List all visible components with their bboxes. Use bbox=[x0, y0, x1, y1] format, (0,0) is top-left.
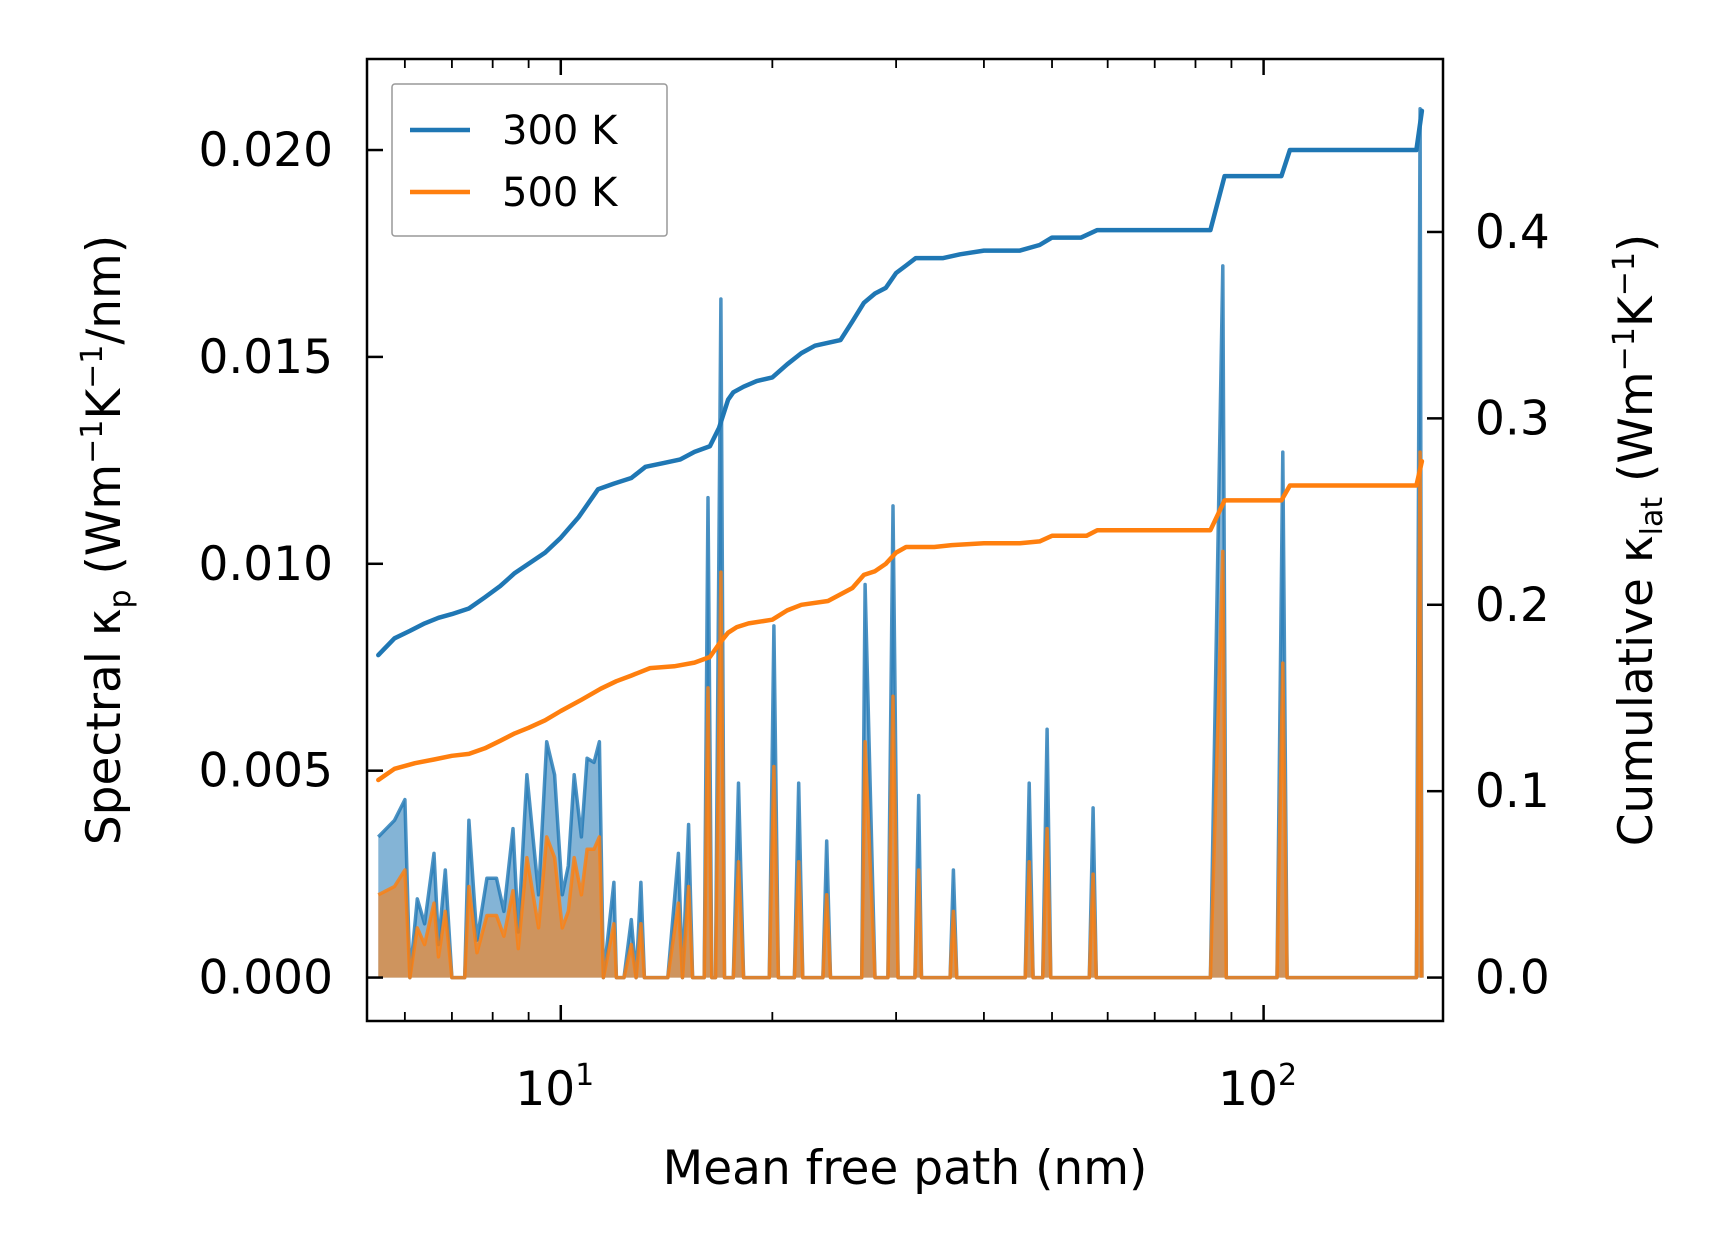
legend-label-300k: 300 K bbox=[502, 108, 619, 154]
left-tick-label: 0.000 bbox=[198, 951, 333, 1006]
tick-layer: 0.000 0.005 0.010 0.015 0.020 0.0 0.1 0.2 0.3 0.4… bbox=[198, 59, 1550, 1117]
plot-frame bbox=[365, 57, 1445, 1023]
left-tick-label: 0.005 bbox=[198, 744, 333, 799]
left-tick-label: 0.020 bbox=[198, 123, 333, 178]
right-tick-label: 0.3 bbox=[1475, 391, 1550, 446]
legend: 300 K 500 K bbox=[391, 83, 668, 237]
right-tick-label: 0.0 bbox=[1475, 951, 1550, 1006]
x-tick-label: 101 bbox=[515, 1058, 594, 1117]
right-tick-label: 0.2 bbox=[1475, 578, 1550, 633]
right-tick-label: 0.1 bbox=[1475, 764, 1550, 819]
left-tick-label: 0.010 bbox=[198, 537, 333, 592]
legend-box bbox=[391, 83, 668, 237]
x-axis-label: Mean free path (nm) bbox=[663, 1141, 1148, 1196]
cumulative-line-500k bbox=[376, 458, 1425, 783]
spectral-line-500k bbox=[377, 450, 1424, 980]
right-axis-label: Cumulative κlat (Wm−1K−1) bbox=[1607, 234, 1670, 847]
legend-label-500k: 500 K bbox=[502, 170, 619, 216]
cumulative-layer bbox=[376, 108, 1425, 783]
left-tick-label: 0.015 bbox=[198, 330, 333, 385]
spectral-layer bbox=[377, 106, 1424, 980]
cumulative-line-300k bbox=[376, 108, 1425, 658]
right-tick-label: 0.4 bbox=[1475, 205, 1550, 260]
x-tick-label: 102 bbox=[1218, 1058, 1297, 1117]
left-axis-label: Spectral κp (Wm−1K−1/nm) bbox=[75, 235, 138, 845]
